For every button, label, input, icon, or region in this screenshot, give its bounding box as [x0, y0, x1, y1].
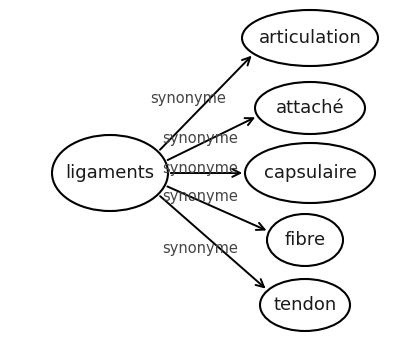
Text: tendon: tendon — [274, 296, 337, 314]
Ellipse shape — [267, 214, 343, 266]
Ellipse shape — [245, 143, 375, 203]
Text: synonyme: synonyme — [162, 161, 238, 176]
Text: capsulaire: capsulaire — [264, 164, 356, 182]
Ellipse shape — [255, 82, 365, 134]
Text: synonyme: synonyme — [162, 130, 238, 145]
Text: synonyme: synonyme — [162, 240, 238, 255]
Ellipse shape — [52, 135, 168, 211]
Text: articulation: articulation — [259, 29, 361, 47]
Text: ligaments: ligaments — [66, 164, 154, 182]
Text: attaché: attaché — [276, 99, 344, 117]
Text: synonyme: synonyme — [150, 91, 226, 105]
Text: fibre: fibre — [284, 231, 325, 249]
Ellipse shape — [260, 279, 350, 331]
Ellipse shape — [242, 10, 378, 66]
Text: synonyme: synonyme — [162, 188, 238, 203]
